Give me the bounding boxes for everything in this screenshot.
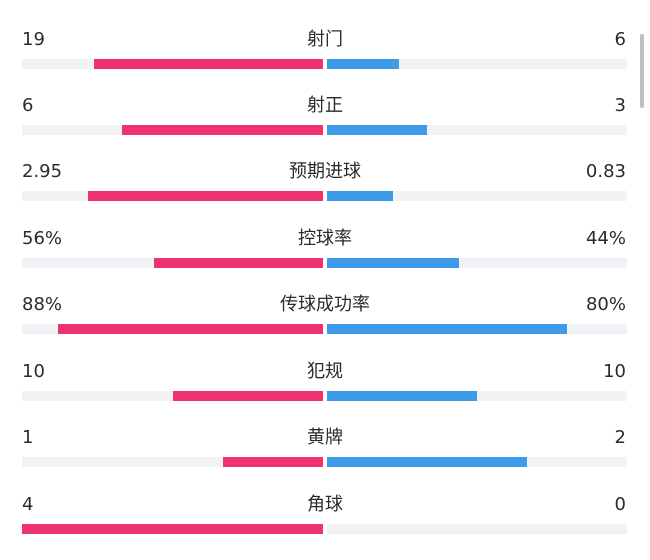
stat-row-fouls: 10 犯规 10 [0,360,650,427]
home-bar-track [22,324,323,334]
home-bar-track [22,391,323,401]
stat-row-shots: 19 射门 6 [0,28,650,95]
away-bar-track [327,191,627,201]
home-bar-track [22,191,323,201]
home-bar [58,324,323,334]
away-bar [327,191,393,201]
home-bar-track [22,59,323,69]
away-bar [327,457,528,467]
home-value: 88% [22,294,63,315]
stat-name: 射正 [307,95,343,116]
home-value: 10 [22,361,45,382]
stat-name: 预期进球 [289,161,361,182]
home-value: 6 [22,95,34,116]
scrollbar[interactable] [640,34,644,108]
away-bar-track [327,457,627,467]
away-value: 0.83 [585,161,626,182]
away-value: 2 [614,427,626,448]
home-bar [154,258,323,268]
home-bar [222,457,323,467]
home-bar-track [22,258,323,268]
away-bar-track [327,258,627,268]
away-value: 6 [614,29,626,50]
home-value: 19 [22,29,45,50]
away-bar-track [327,324,627,334]
away-bar [327,258,459,268]
home-bar-track [22,457,323,467]
away-value: 44% [585,228,626,249]
stat-row-yellow-cards: 1 黄牌 2 [0,426,650,493]
away-bar [327,125,427,135]
stat-row-expected-goals: 2.95 预期进球 0.83 [0,160,650,227]
home-value: 4 [22,494,34,515]
stat-name: 角球 [307,494,343,515]
home-bar-track [22,524,323,534]
away-value: 10 [603,361,626,382]
away-bar-track [327,524,627,534]
away-value: 3 [614,95,626,116]
away-bar-track [327,125,627,135]
stat-row-shots-on-target: 6 射正 3 [0,94,650,161]
home-bar [172,391,323,401]
away-value: 80% [585,294,626,315]
home-value: 2.95 [22,161,63,182]
home-value: 56% [22,228,63,249]
away-bar [327,324,567,334]
away-bar [327,59,399,69]
away-bar-track [327,59,627,69]
away-bar [327,391,477,401]
home-bar [22,524,323,534]
stat-row-pass-accuracy: 88% 传球成功率 80% [0,293,650,360]
home-bar [88,191,323,201]
stat-name: 传球成功率 [280,294,370,315]
stat-name: 射门 [307,29,343,50]
home-bar-track [22,125,323,135]
stat-name: 犯规 [307,361,343,382]
home-value: 1 [22,427,34,448]
stat-name: 黄牌 [307,427,343,448]
stat-name: 控球率 [298,228,352,249]
home-bar [122,125,323,135]
stat-row-corners: 4 角球 0 [0,493,650,560]
home-bar [94,59,323,69]
away-value: 0 [614,494,626,515]
stat-row-possession: 56% 控球率 44% [0,227,650,294]
away-bar-track [327,391,627,401]
